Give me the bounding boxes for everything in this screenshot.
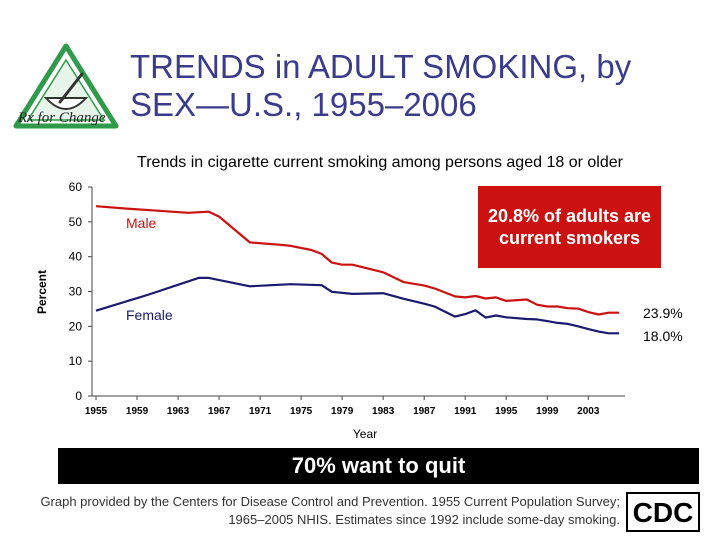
x-tick-label: 1959	[126, 406, 149, 417]
x-tick-label: 1987	[413, 406, 436, 417]
y-tick-label: 10	[69, 354, 83, 368]
x-tick-label: 2003	[577, 406, 600, 417]
source-footnote: Graph provided by the Centers for Diseas…	[40, 494, 620, 527]
x-tick-label: 1971	[249, 406, 272, 417]
x-tick-label: 1975	[290, 406, 313, 417]
pestle-icon	[58, 72, 84, 104]
x-tick-label: 1991	[454, 406, 477, 417]
x-tick-label: 1983	[372, 406, 395, 417]
x-tick-label: 1963	[167, 406, 190, 417]
logo-triangle-inner-icon	[26, 58, 106, 121]
x-tick-label: 1999	[536, 406, 559, 417]
page-title: TRENDS in ADULT SMOKING, by SEX—U.S., 19…	[130, 48, 632, 123]
end-value-label-female: 18.0%	[643, 328, 683, 344]
x-tick-label: 1967	[208, 406, 231, 417]
y-axis-title: Percent	[35, 270, 49, 314]
x-tick-label: 1979	[331, 406, 354, 417]
x-tick-label: 1955	[85, 406, 108, 417]
x-axis-title: Year	[353, 427, 377, 441]
cdc-logo-text: CDC	[633, 497, 694, 528]
x-tick-label: 1995	[495, 406, 518, 417]
y-tick-label: 30	[69, 285, 83, 299]
y-tick-label: 0	[75, 389, 82, 403]
y-tick-label: 60	[69, 180, 83, 194]
series-line-female	[95, 276, 620, 335]
chart-title: Trends in cigarette current smoking amon…	[137, 154, 623, 171]
rx-for-change-logo	[13, 43, 119, 129]
want-to-quit-banner: 70% want to quit	[58, 448, 699, 484]
series-label-female: Female	[126, 307, 173, 323]
y-tick-label: 50	[69, 215, 83, 229]
logo-triangle-icon	[13, 43, 119, 129]
end-value-label-male: 23.9%	[643, 305, 683, 321]
series-label-male: Male	[126, 215, 157, 231]
cdc-logo: CDC	[626, 492, 700, 532]
y-tick-label: 40	[69, 250, 83, 264]
mortar-pestle-icon	[43, 97, 89, 110]
logo-text: Rx for Change	[18, 110, 106, 126]
y-tick-label: 20	[69, 319, 83, 333]
adult-smokers-callout: 20.8% of adults are current smokers	[478, 186, 661, 268]
